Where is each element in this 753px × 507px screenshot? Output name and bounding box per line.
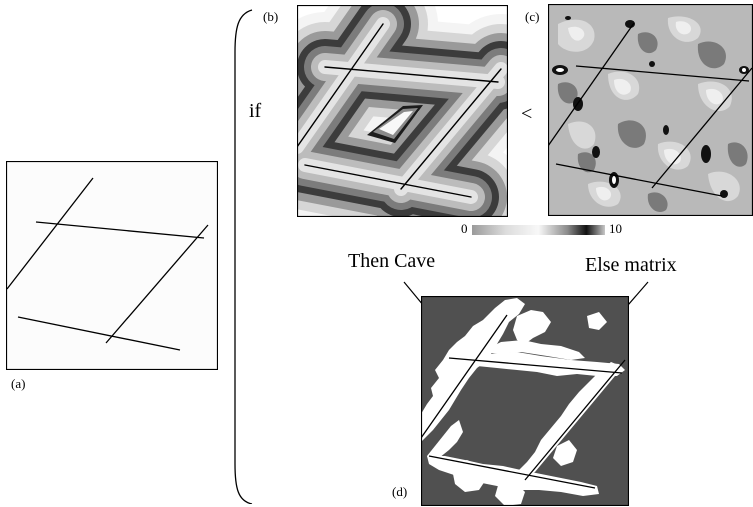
panel-d-label: (d) (392, 484, 408, 499)
panel-b-label: (b) (263, 9, 279, 24)
fracture-line (428, 455, 596, 489)
fracture-line (575, 65, 750, 82)
fracture-line (421, 314, 508, 439)
fracture-line (105, 224, 209, 344)
colorbar-min-label: 0 (461, 221, 468, 236)
panel-a (6, 161, 218, 370)
fracture-line (448, 357, 623, 374)
colorbar-max-label: 10 (609, 221, 622, 236)
fracture-line (555, 163, 723, 197)
panel-a-fracture-map (6, 161, 218, 370)
panel-a-frame (6, 161, 218, 370)
fracture-line (6, 177, 94, 290)
panel-c-random-field (548, 4, 753, 216)
if-label: if (249, 100, 262, 122)
panel-d-frame (421, 296, 629, 506)
then-cave-label: Then Cave (348, 250, 436, 272)
colorbar (472, 225, 605, 235)
panel-c-label: (c) (525, 9, 540, 24)
fracture-line (35, 221, 205, 239)
panel-b-frame (297, 5, 508, 217)
panel-b (297, 5, 508, 217)
fracture-line (651, 67, 753, 189)
panel-b-distance-map (297, 5, 508, 217)
panel-a-label: (a) (11, 376, 26, 391)
fracture-line (524, 359, 626, 481)
fracture-line (548, 22, 635, 147)
less-than-symbol: < (521, 103, 533, 125)
fracture-line (304, 164, 472, 198)
panel-c (548, 4, 753, 216)
else-matrix-label: Else matrix (585, 254, 677, 276)
fracture-line (400, 68, 502, 190)
panel-d (421, 296, 629, 506)
bracket (234, 9, 253, 504)
colorbar-gradient (472, 225, 605, 235)
panel-d-binary-map (421, 296, 629, 506)
fracture-line (17, 316, 181, 351)
fracture-line (297, 23, 384, 148)
fracture-line (324, 66, 499, 83)
fracture-lines (421, 314, 626, 489)
